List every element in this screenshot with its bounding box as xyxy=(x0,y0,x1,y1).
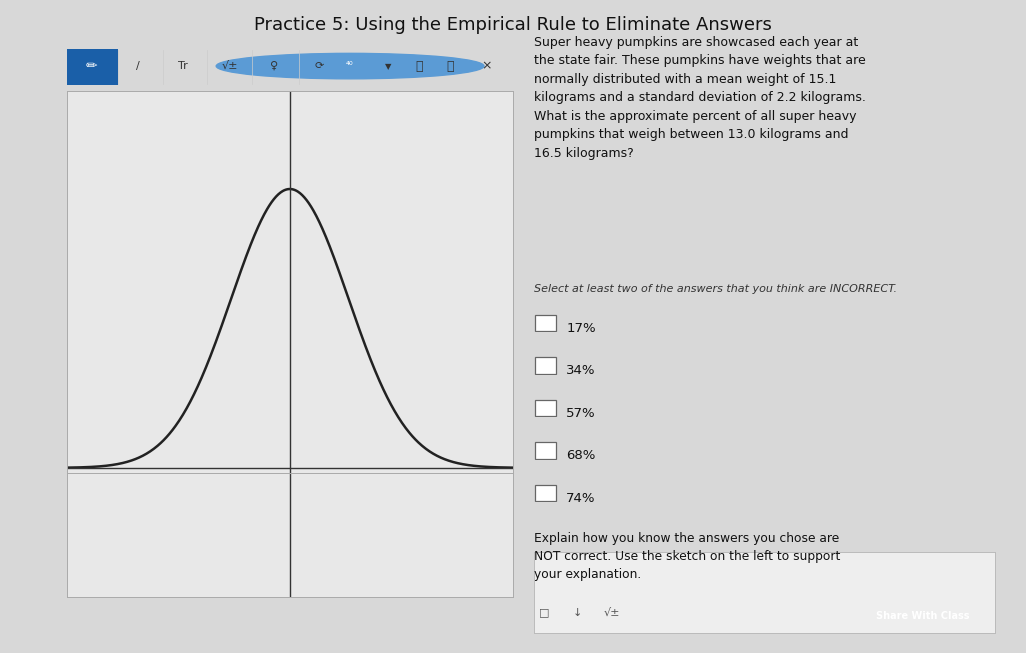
Text: ♀: ♀ xyxy=(270,61,278,71)
Text: ↓: ↓ xyxy=(573,607,582,618)
Bar xyxy=(535,357,556,374)
Text: ▼: ▼ xyxy=(385,61,391,71)
Text: 34%: 34% xyxy=(566,364,596,377)
Text: ⌢: ⌢ xyxy=(446,59,455,72)
Text: Practice 5: Using the Empirical Rule to Eliminate Answers: Practice 5: Using the Empirical Rule to … xyxy=(254,16,772,35)
Text: Super heavy pumpkins are showcased each year at
the state fair. These pumpkins h: Super heavy pumpkins are showcased each … xyxy=(534,36,865,160)
Text: √±: √± xyxy=(603,607,620,618)
Text: ✏: ✏ xyxy=(85,59,97,73)
Bar xyxy=(535,442,556,459)
Text: 17%: 17% xyxy=(566,322,596,335)
Text: 74%: 74% xyxy=(566,492,596,505)
Bar xyxy=(535,315,556,332)
Circle shape xyxy=(216,54,484,79)
Text: ⟳: ⟳ xyxy=(314,61,323,71)
Text: ×: × xyxy=(481,59,491,72)
Text: ⁴⁰: ⁴⁰ xyxy=(346,61,354,71)
Bar xyxy=(535,485,556,502)
Text: Explain how you know the answers you chose are
NOT correct. Use the sketch on th: Explain how you know the answers you cho… xyxy=(534,532,840,581)
Bar xyxy=(535,400,556,417)
Text: Tr: Tr xyxy=(177,61,188,71)
Text: □: □ xyxy=(539,607,549,618)
Text: ⌢: ⌢ xyxy=(416,59,423,72)
Text: Select at least two of the answers that you think are INCORRECT.: Select at least two of the answers that … xyxy=(534,284,897,294)
FancyBboxPatch shape xyxy=(65,49,118,85)
Text: 68%: 68% xyxy=(566,449,596,462)
Text: Share With Class: Share With Class xyxy=(875,611,970,622)
Text: √±: √± xyxy=(222,61,238,71)
Text: 57%: 57% xyxy=(566,407,596,420)
Text: /: / xyxy=(136,61,140,71)
